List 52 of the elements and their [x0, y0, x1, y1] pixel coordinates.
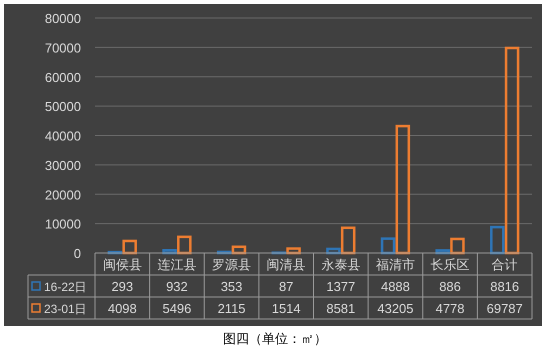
x-tick-label: 合计 — [492, 257, 518, 272]
data-label: 43205 — [377, 301, 414, 316]
x-tick-label: 连江县 — [157, 257, 196, 272]
x-tick-label: 长乐区 — [430, 257, 470, 272]
data-label: 2115 — [218, 301, 246, 316]
text: 图四（单位：㎡） — [223, 331, 327, 346]
data-label: 353 — [220, 279, 242, 294]
bar — [216, 250, 232, 254]
data-label: 5496 — [162, 301, 192, 316]
x-tick-label: 闽清县 — [266, 257, 306, 272]
bar — [122, 240, 137, 254]
y-tick-label: 50000 — [44, 99, 81, 114]
bar — [504, 46, 520, 254]
x-tick-label: 福清市 — [376, 257, 415, 272]
y-tick-label: 80000 — [44, 11, 81, 26]
data-label: 293 — [111, 279, 134, 294]
bar — [326, 248, 341, 254]
bar — [286, 247, 301, 254]
bar — [232, 246, 246, 254]
legend-label: 16-22日 — [44, 280, 87, 294]
y-tick-label: 20000 — [44, 187, 81, 202]
bar — [450, 238, 465, 254]
data-label: 69787 — [486, 301, 523, 316]
y-tick-label: 70000 — [44, 40, 81, 56]
y-tick-label: 30000 — [44, 158, 81, 173]
data-label: 87 — [278, 279, 294, 294]
data-label: 8816 — [490, 279, 520, 294]
y-tick-label: 0 — [74, 246, 81, 261]
y-tick-label: 40000 — [44, 128, 81, 144]
y-tick-label: 60000 — [44, 70, 81, 85]
bar — [340, 226, 356, 254]
bar — [396, 124, 410, 254]
data-label: 4888 — [380, 279, 410, 294]
data-label: 4778 — [436, 301, 465, 316]
bar — [272, 251, 286, 254]
data-label: 4098 — [108, 301, 137, 316]
bar — [177, 236, 192, 254]
bar — [380, 237, 396, 254]
bar — [108, 250, 122, 254]
x-tick-label: 闽侯县 — [102, 257, 142, 272]
data-label: 1377 — [326, 279, 356, 294]
data-label: 8581 — [326, 301, 356, 316]
data-label: 932 — [166, 279, 188, 294]
bar — [435, 249, 450, 254]
x-tick-label: 罗源县 — [212, 257, 252, 272]
y-tick-label: 10000 — [44, 216, 81, 232]
data-label: 886 — [439, 279, 461, 294]
legend-label: 23-01日 — [44, 302, 87, 316]
data-label: 1514 — [272, 301, 301, 316]
bar — [162, 249, 177, 254]
bar — [490, 226, 505, 254]
x-tick-label: 永泰县 — [321, 257, 360, 272]
